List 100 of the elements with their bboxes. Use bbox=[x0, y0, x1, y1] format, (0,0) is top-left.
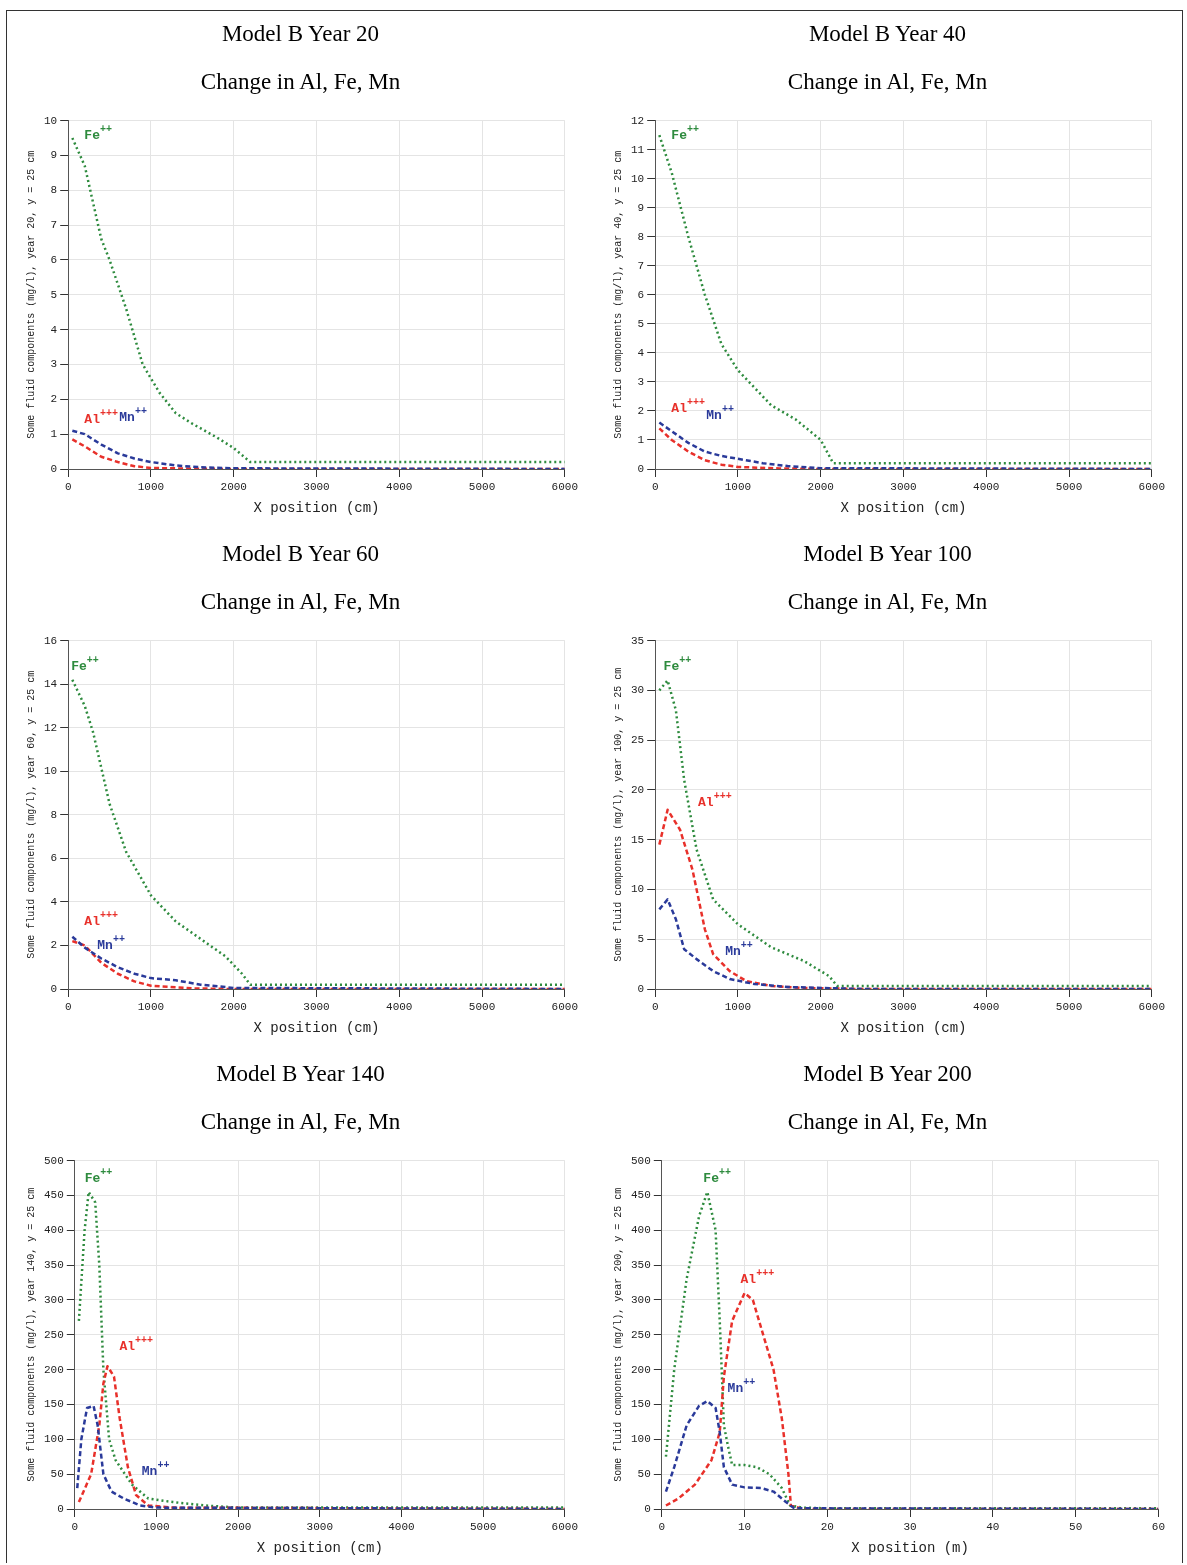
y-tick-label: 6 bbox=[637, 288, 644, 301]
x-tick-label: 6000 bbox=[1138, 480, 1165, 493]
x-tick-label: 2000 bbox=[220, 1000, 247, 1013]
x-axis-title: X position (cm) bbox=[256, 1540, 383, 1557]
series-label: Al+++ bbox=[118, 1335, 153, 1355]
y-tick-label: 1 bbox=[637, 433, 645, 446]
y-tick-label: 450 bbox=[630, 1189, 651, 1202]
line-series bbox=[77, 1364, 565, 1509]
y-tick-label: 100 bbox=[43, 1433, 64, 1446]
y-tick-label: 1 bbox=[50, 428, 58, 441]
chart-title: Model B Year 200 bbox=[802, 1061, 973, 1088]
x-tick-label: 0 bbox=[651, 1000, 659, 1013]
x-axis-title: X position (cm) bbox=[839, 500, 967, 517]
chart-subtitle: Change in Al, Fe, Mn bbox=[199, 1109, 402, 1136]
x-tick-label: 3000 bbox=[302, 1000, 330, 1013]
x-tick-label: 40 bbox=[985, 1520, 999, 1533]
y-tick-label: 7 bbox=[637, 259, 644, 272]
x-tick-label: 1000 bbox=[137, 1000, 164, 1013]
chart-subtitle: Change in Al, Fe, Mn bbox=[786, 69, 989, 96]
y-tick-label: 10 bbox=[43, 765, 57, 778]
chart-title: Model B Year 60 bbox=[220, 541, 381, 568]
y-tick-label: 6 bbox=[50, 253, 57, 266]
x-tick-label: 20 bbox=[820, 1520, 834, 1533]
y-axis-title: Some fluid components (mg/l), year 20, y = 25 cm bbox=[25, 150, 37, 439]
x-tick-label: 6000 bbox=[551, 1000, 578, 1013]
x-tick-label: 4000 bbox=[385, 1000, 412, 1013]
series-label: Mn++ bbox=[96, 933, 125, 953]
x-tick-label: 0 bbox=[651, 480, 659, 493]
line-series bbox=[70, 678, 565, 986]
y-tick-label: 4 bbox=[50, 895, 58, 908]
y-tick-label: 400 bbox=[630, 1224, 651, 1237]
y-tick-label: 14 bbox=[43, 678, 58, 691]
y-tick-label: 5 bbox=[637, 317, 644, 330]
x-tick-label: 60 bbox=[1151, 1520, 1165, 1533]
y-tick-label: 500 bbox=[43, 1154, 64, 1167]
y-tick-label: 0 bbox=[50, 462, 57, 475]
x-axis-title: X position (cm) bbox=[252, 1020, 380, 1037]
chart-subtitle: Change in Al, Fe, Mn bbox=[786, 589, 989, 616]
x-tick-label: 4000 bbox=[972, 1000, 999, 1013]
y-tick-label: 200 bbox=[43, 1363, 64, 1376]
x-tick-label: 1000 bbox=[142, 1520, 170, 1533]
y-tick-label: 4 bbox=[50, 323, 58, 336]
series-label: Mn++ bbox=[724, 940, 753, 960]
y-tick-label: 6 bbox=[50, 852, 57, 865]
text: Mn++ bbox=[118, 405, 147, 425]
x-tick-label: 6000 bbox=[1138, 1000, 1165, 1013]
x-tick-label: 30 bbox=[903, 1520, 917, 1533]
y-tick-label: 0 bbox=[50, 982, 57, 995]
y-tick-label: 12 bbox=[630, 114, 644, 127]
x-tick-label: 3000 bbox=[306, 1520, 333, 1533]
y-tick-label: 10 bbox=[630, 172, 644, 185]
y-tick-label: 250 bbox=[630, 1328, 651, 1341]
y-tick-label: 5 bbox=[50, 288, 57, 301]
x-tick-label: 2000 bbox=[807, 480, 834, 493]
y-tick-label: 12 bbox=[43, 721, 57, 734]
x-tick-label: 50 bbox=[1068, 1520, 1082, 1533]
y-axis-title: Some fluid components (mg/l), year 100, y = 25 cm bbox=[612, 667, 624, 962]
y-tick-label: 0 bbox=[56, 1502, 64, 1515]
x-tick-label: 3000 bbox=[302, 480, 330, 493]
series-label: Al+++ bbox=[697, 790, 732, 810]
y-tick-label: 50 bbox=[637, 1468, 651, 1481]
y-tick-label: 8 bbox=[50, 184, 57, 197]
line-series bbox=[664, 1190, 1158, 1509]
y-tick-label: 30 bbox=[630, 684, 644, 697]
x-tick-label: 4000 bbox=[385, 480, 412, 493]
x-axis-title: X position (cm) bbox=[252, 500, 380, 517]
y-tick-label: 9 bbox=[50, 149, 57, 162]
x-tick-label: 4000 bbox=[972, 480, 999, 493]
text: Mn++ bbox=[705, 403, 734, 423]
y-tick-label: 250 bbox=[43, 1328, 64, 1341]
x-tick-label: 3000 bbox=[889, 480, 917, 493]
y-tick-label: 100 bbox=[630, 1433, 651, 1446]
series-label: Al+++ bbox=[740, 1267, 774, 1287]
series-label: Al+++ bbox=[83, 408, 118, 428]
y-tick-label: 300 bbox=[43, 1293, 64, 1306]
x-tick-label: 2000 bbox=[807, 1000, 834, 1013]
line-series bbox=[664, 1399, 1158, 1509]
y-tick-label: 400 bbox=[43, 1224, 64, 1237]
x-axis-title: X position (cm) bbox=[839, 1020, 967, 1037]
y-tick-label: 11 bbox=[630, 143, 645, 156]
y-tick-label: 10 bbox=[630, 883, 644, 896]
y-tick-label: 4 bbox=[637, 346, 645, 359]
y-tick-label: 500 bbox=[630, 1154, 651, 1167]
y-tick-label: 10 bbox=[43, 114, 57, 127]
y-tick-label: 9 bbox=[637, 201, 644, 214]
chart-subtitle: Change in Al, Fe, Mn bbox=[786, 1109, 989, 1136]
y-tick-label: 7 bbox=[50, 219, 57, 232]
series-label: Fe++ bbox=[670, 123, 699, 143]
x-tick-label: 5000 bbox=[1055, 1000, 1082, 1013]
y-tick-label: 350 bbox=[630, 1259, 651, 1272]
y-tick-label: 35 bbox=[630, 634, 644, 647]
y-tick-label: 3 bbox=[50, 358, 57, 371]
x-tick-label: 6000 bbox=[551, 480, 578, 493]
x-tick-label: 6000 bbox=[551, 1520, 578, 1533]
y-tick-label: 2 bbox=[50, 393, 57, 406]
chart-subtitle: Change in Al, Fe, Mn bbox=[199, 69, 402, 96]
y-tick-label: 0 bbox=[637, 462, 644, 475]
series-label: Fe++ bbox=[83, 123, 112, 143]
y-tick-label: 300 bbox=[630, 1293, 651, 1306]
chart-title: Model B Year 100 bbox=[802, 541, 973, 568]
